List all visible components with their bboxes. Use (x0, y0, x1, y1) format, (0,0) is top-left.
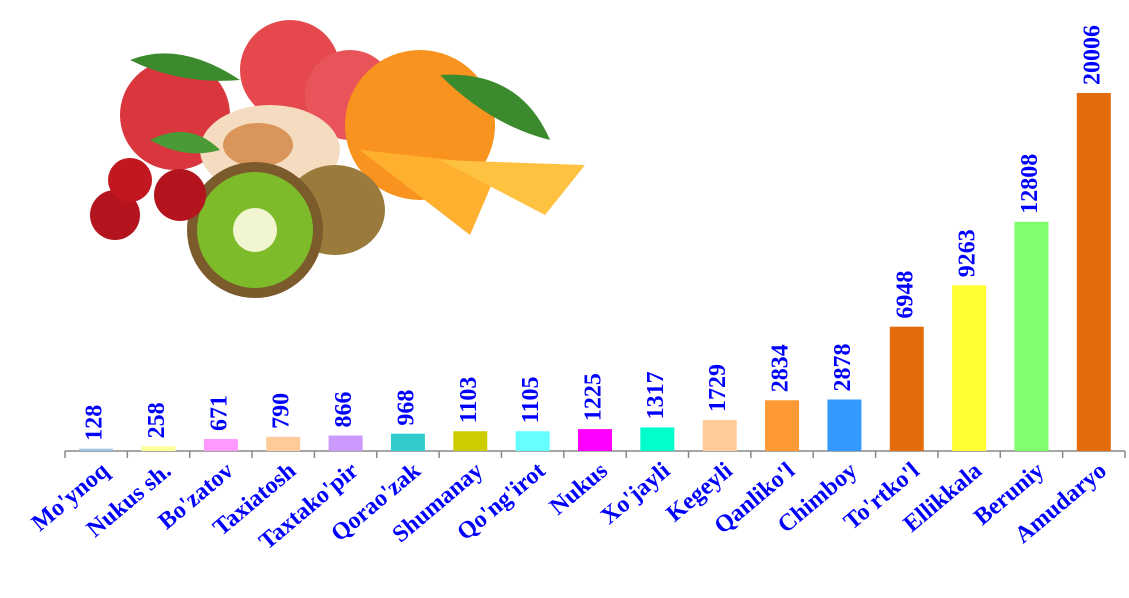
bar (1014, 221, 1049, 451)
bar (765, 400, 800, 451)
value-label: 866 (331, 392, 357, 428)
value-label: 1225 (581, 373, 607, 421)
bar (1076, 93, 1111, 451)
bar (79, 448, 114, 451)
bar (515, 431, 550, 451)
value-label: 128 (82, 405, 108, 441)
value-label: 2834 (768, 344, 794, 392)
value-label: 2878 (830, 343, 856, 391)
value-label: 968 (393, 390, 419, 426)
bar (203, 438, 238, 451)
bar (702, 420, 737, 451)
bar (889, 326, 924, 451)
bar (390, 433, 425, 451)
bar (640, 427, 675, 451)
value-label: 671 (206, 395, 232, 431)
bar (328, 435, 363, 451)
bar (827, 399, 862, 451)
value-label: 1103 (456, 377, 482, 424)
fruit-illustration (90, 20, 585, 298)
value-label: 790 (269, 393, 295, 429)
value-label: 9263 (955, 229, 981, 277)
bar (141, 446, 176, 451)
value-label: 258 (144, 402, 170, 438)
value-label: 6948 (892, 271, 918, 319)
value-label: 1105 (518, 377, 544, 424)
value-label: 1317 (643, 371, 669, 419)
category-label: Xo'jayli (596, 457, 675, 529)
value-label: 20006 (1079, 25, 1105, 85)
bar (453, 431, 488, 451)
value-label: 12808 (1017, 154, 1043, 214)
bar (952, 285, 987, 451)
bar (266, 436, 301, 451)
value-label: 1729 (705, 364, 731, 412)
bar (578, 429, 612, 451)
